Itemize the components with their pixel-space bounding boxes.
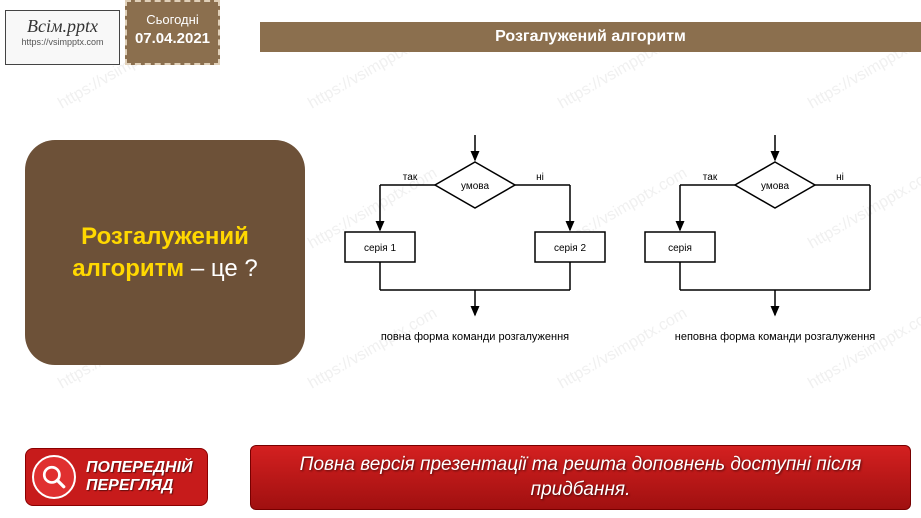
main-panel: Розгалужений алгоритм – це ? — [25, 140, 305, 365]
main-rest: – це ? — [184, 255, 258, 282]
logo-box: Всім.pptx https://vsimpptx.com — [5, 10, 120, 65]
caption-left: повна форма команди розгалуження — [381, 331, 569, 343]
flowchart-diagram: умова так ні серія 1 серія 2 повна форма… — [335, 130, 905, 360]
footer-text: Повна версія презентації та решта доповн… — [266, 453, 895, 502]
box2-left: серія 2 — [554, 243, 587, 254]
box1-left: серія 1 — [364, 243, 397, 254]
yes-right: так — [703, 172, 718, 183]
flowchart-left: умова так ні серія 1 серія 2 повна форма… — [345, 135, 605, 343]
caption-right: неповна форма команди розгалуження — [675, 331, 876, 343]
date-label: Сьогодні — [127, 12, 218, 27]
title-bar: Розгалужений алгоритм — [260, 22, 921, 52]
no-right: ні — [836, 172, 844, 183]
date-badge: Сьогодні 07.04.2021 — [125, 0, 220, 65]
cond-right: умова — [761, 181, 790, 192]
date-value: 07.04.2021 — [127, 30, 218, 47]
magnifier-icon — [32, 455, 76, 499]
preview-text: ПОПЕРЕДНІЙ ПЕРЕГЛЯД — [86, 459, 193, 494]
main-panel-text: Розгалужений алгоритм – це ? — [45, 221, 285, 283]
preview-badge: ПОПЕРЕДНІЙ ПЕРЕГЛЯД — [25, 448, 208, 506]
flowchart-right: умова так ні серія неповна форма команди… — [645, 135, 875, 343]
footer-bar: Повна версія презентації та решта доповн… — [250, 445, 911, 510]
no-left: ні — [536, 172, 544, 183]
logo-text: Всім.pptx — [11, 16, 114, 37]
cond-left: умова — [461, 181, 490, 192]
yes-left: так — [403, 172, 418, 183]
preview-line2: ПЕРЕГЛЯД — [86, 477, 193, 495]
logo-url: https://vsimpptx.com — [11, 37, 114, 47]
preview-line1: ПОПЕРЕДНІЙ — [86, 459, 193, 477]
box-right: серія — [668, 243, 692, 254]
